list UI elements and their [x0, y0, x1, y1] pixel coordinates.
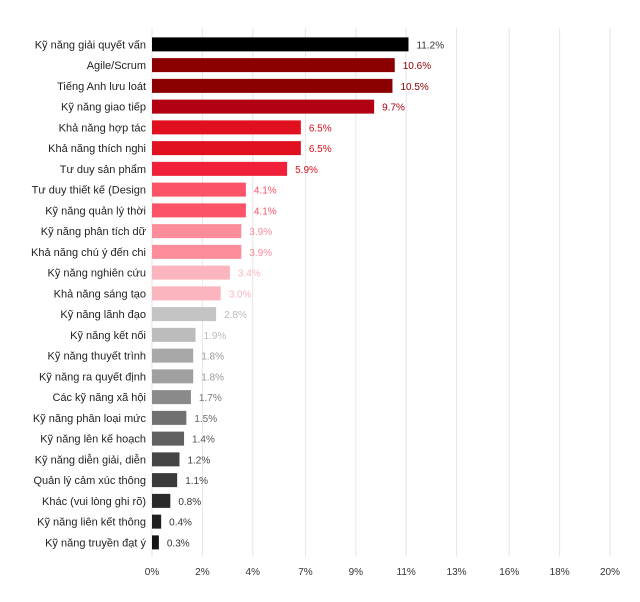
bar — [152, 182, 246, 197]
category-label: Kỹ năng kết nối — [70, 330, 146, 342]
value-label: 6.5% — [309, 123, 332, 134]
bar — [152, 307, 217, 322]
category-label: Khả năng hợp tác — [59, 122, 147, 134]
value-label: 6.5% — [309, 144, 332, 155]
value-label: 3.4% — [238, 269, 261, 280]
x-tick-label: 16% — [499, 567, 519, 578]
value-label: 1.7% — [199, 393, 222, 404]
bar — [152, 58, 395, 73]
bar — [152, 535, 159, 550]
bar — [152, 348, 194, 363]
category-label: Tư duy sản phẩm — [60, 164, 146, 176]
value-label: 4.1% — [254, 206, 277, 217]
bar — [152, 514, 162, 529]
value-label: 3.0% — [229, 289, 252, 300]
bar — [152, 265, 230, 280]
bar — [152, 224, 242, 239]
value-label: 5.9% — [295, 165, 318, 176]
value-label: 1.1% — [185, 476, 208, 487]
x-tick-label: 7% — [298, 567, 313, 578]
value-label: 11.2% — [416, 40, 444, 51]
category-label: Khả năng sáng tạo — [54, 288, 146, 300]
x-tick-label: 9% — [349, 567, 364, 578]
bar — [152, 369, 194, 384]
category-label: Kỹ năng truyền đạt ý — [45, 537, 146, 549]
value-label: 0.8% — [178, 497, 201, 508]
value-label: 9.7% — [382, 103, 405, 114]
bar — [152, 493, 171, 508]
category-label: Các kỹ năng xã hội — [52, 392, 146, 404]
bar — [152, 37, 409, 52]
bar — [152, 410, 187, 425]
value-label: 1.5% — [194, 414, 217, 425]
bar — [152, 452, 180, 467]
bar — [152, 99, 375, 114]
value-label: 1.2% — [187, 455, 210, 466]
category-label: Quản lý cảm xúc thông — [33, 475, 146, 487]
category-label: Tư duy thiết kế (Design — [32, 185, 146, 197]
category-label: Khả năng chú ý đến chi — [31, 247, 146, 259]
bar — [152, 431, 185, 446]
value-label: 3.9% — [249, 227, 272, 238]
category-labels: Kỹ năng giải quyết vấn Agile/Scrum Tiếng A… — [31, 39, 147, 549]
x-tick-label: 18% — [550, 567, 570, 578]
bar — [152, 327, 196, 342]
value-label: 0.3% — [167, 538, 190, 549]
category-label: Kỹ năng lên kế hoạch — [40, 434, 146, 446]
bar — [152, 286, 221, 301]
category-label: Kỹ năng lãnh đạo — [60, 309, 146, 321]
value-label: 2.8% — [224, 310, 247, 321]
category-label: Kỹ năng quản lý thời — [45, 205, 146, 217]
value-label: 10.6% — [403, 61, 431, 72]
bar — [152, 161, 288, 176]
value-label: 3.9% — [249, 248, 272, 259]
category-label: Kỹ năng liên kết thông — [37, 517, 146, 529]
value-label: 1.9% — [204, 331, 227, 342]
category-label: Kỹ năng phân loại mức — [33, 413, 147, 425]
x-tick-label: 13% — [447, 567, 467, 578]
category-label: Kỹ năng phân tích dữ — [41, 226, 147, 238]
bar — [152, 203, 246, 218]
category-label: Khả năng thích nghi — [48, 143, 146, 155]
x-tick-label: 11% — [397, 567, 416, 578]
category-label: Kỹ năng ra quyết định — [39, 371, 146, 383]
x-tick-label: 0% — [145, 567, 160, 578]
bar — [152, 141, 301, 156]
x-tick-label: 2% — [195, 567, 210, 578]
category-label: Kỹ năng nghiên cứu — [48, 268, 147, 280]
category-label: Khác (vui lòng ghi rõ) — [42, 496, 146, 508]
x-tick-label: 20% — [600, 567, 620, 578]
value-label: 1.4% — [192, 435, 215, 446]
x-axis-ticks: 0% 2% 4% 7% 9% 11% 13% 16% 18% 20% — [145, 567, 620, 578]
category-label: Kỹ năng thuyết trình — [48, 351, 146, 363]
value-label: 1.8% — [201, 352, 224, 363]
bars — [152, 37, 409, 550]
bar — [152, 390, 191, 405]
bar — [152, 244, 242, 259]
category-label: Kỹ năng diễn giải, diễn — [35, 453, 146, 466]
value-label: 4.1% — [254, 186, 277, 197]
x-tick-label: 4% — [246, 567, 261, 578]
category-label: Agile/Scrum — [87, 60, 146, 72]
category-label: Kỹ năng giải quyết vấn — [35, 39, 146, 51]
category-label: Kỹ năng giao tiếp — [61, 102, 146, 114]
value-label: 0.4% — [169, 518, 192, 529]
value-label: 10.5% — [400, 82, 428, 93]
bar — [152, 120, 301, 135]
bar — [152, 78, 393, 93]
bar — [152, 473, 178, 488]
value-labels: 11.2% 10.6% 10.5% 9.7% 6.5% 6.5% 5.9% 4.1% 4.1% 3… — [167, 40, 444, 549]
category-label: Tiếng Anh lưu loát — [57, 81, 146, 93]
grid — [151, 28, 611, 557]
value-label: 1.8% — [201, 372, 224, 383]
